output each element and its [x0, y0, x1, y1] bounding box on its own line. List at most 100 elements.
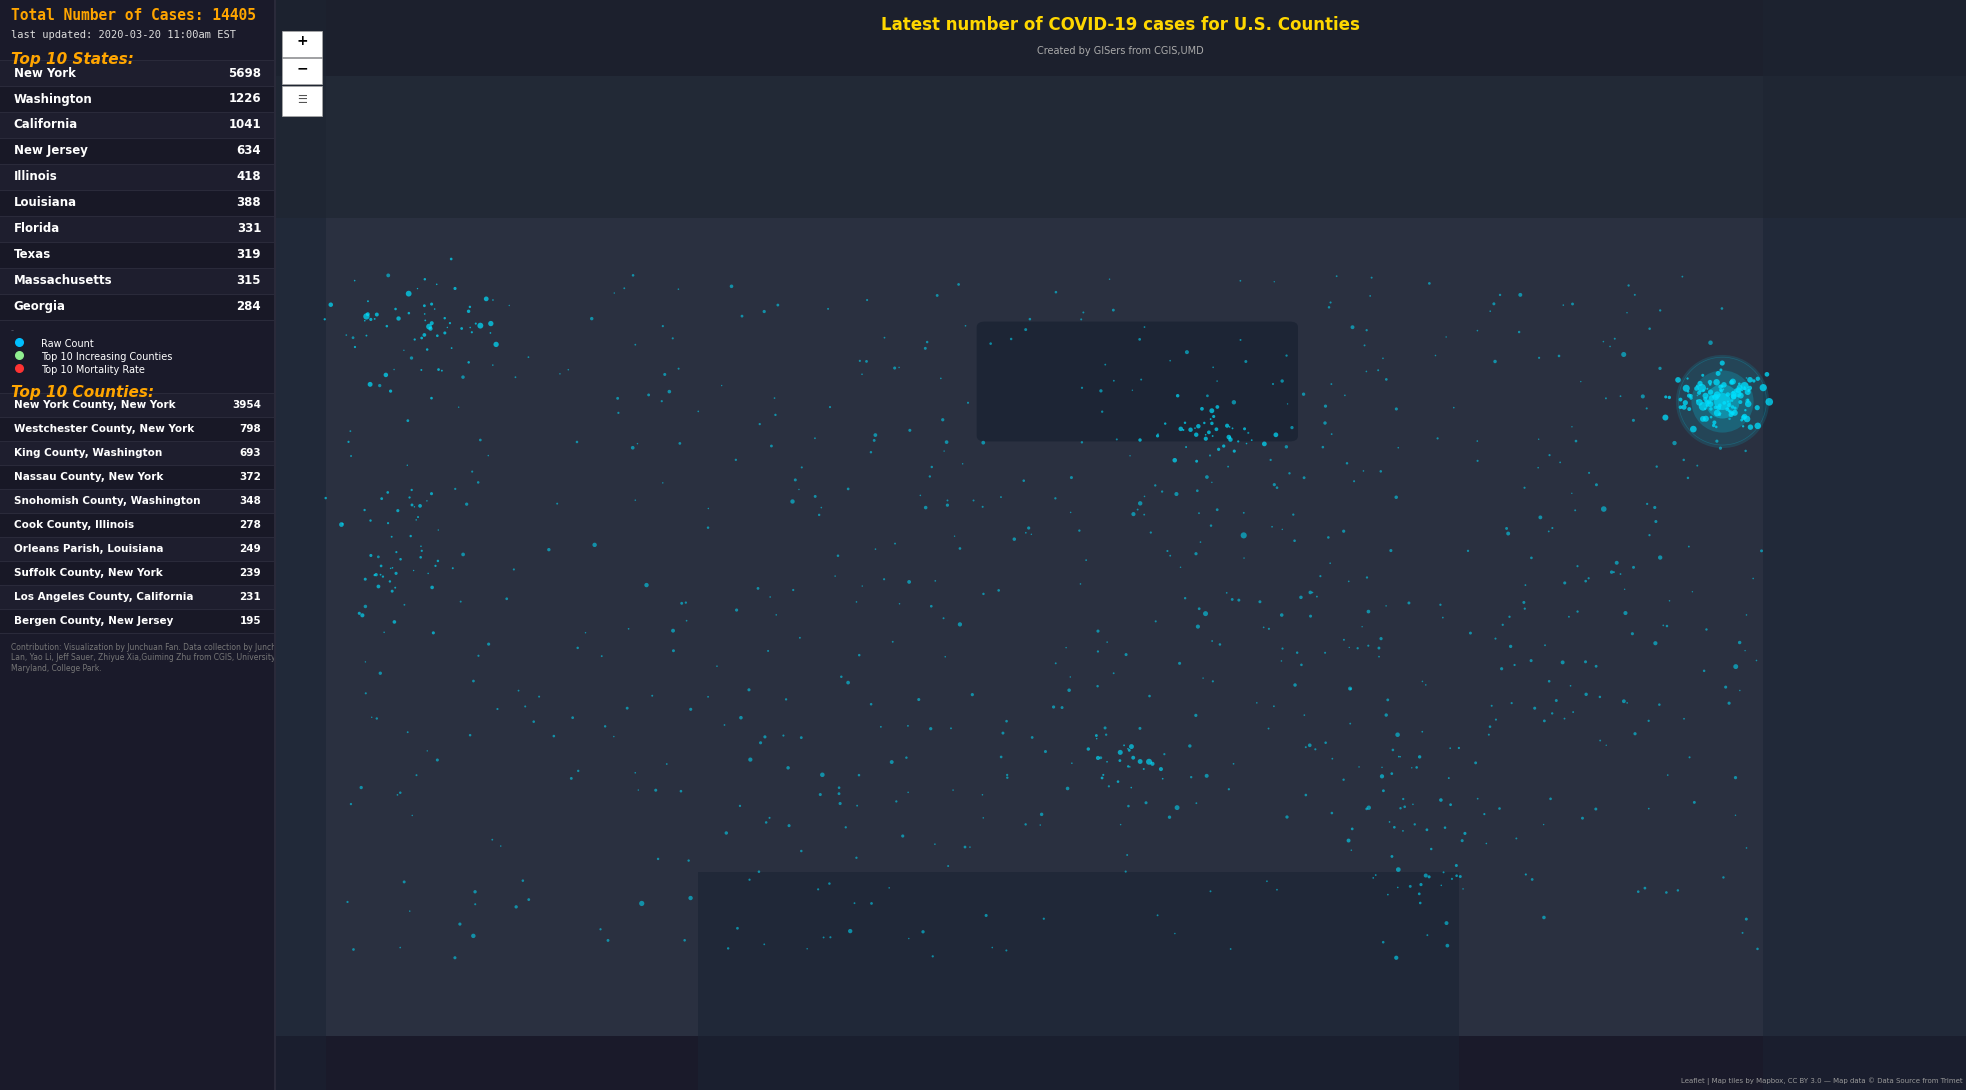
Text: 284: 284 [236, 301, 261, 314]
Point [1730, 443, 1762, 460]
Point [1701, 433, 1732, 450]
Point [1718, 386, 1750, 403]
Point [1689, 392, 1720, 410]
Point [1217, 591, 1248, 608]
Point [1628, 388, 1659, 405]
Point [759, 389, 790, 407]
Point [841, 849, 873, 867]
Point [841, 797, 873, 814]
Point [1494, 638, 1526, 655]
Point [533, 541, 564, 558]
Point [377, 559, 409, 577]
Point [653, 383, 684, 400]
Point [409, 305, 440, 323]
Point [1669, 399, 1701, 416]
Point [1081, 749, 1113, 766]
Point [1748, 379, 1779, 397]
Point [1683, 393, 1714, 411]
Point [820, 568, 851, 585]
Point [1549, 574, 1581, 592]
Point [749, 728, 781, 746]
Point [1081, 678, 1113, 695]
Point [1612, 304, 1644, 322]
Point [1244, 593, 1276, 610]
Point [834, 922, 865, 940]
Point [1103, 773, 1134, 790]
Point [619, 492, 651, 509]
Point [1524, 349, 1555, 366]
Point [1533, 673, 1565, 690]
Point [1651, 617, 1683, 634]
Point [971, 907, 1003, 924]
Point [1016, 525, 1048, 543]
Text: 348: 348 [240, 496, 261, 506]
Point [1193, 447, 1225, 464]
Point [346, 779, 377, 797]
Point [1040, 655, 1071, 673]
Point [1024, 816, 1056, 834]
Point [336, 447, 368, 464]
Point [1046, 699, 1077, 716]
Point [1703, 365, 1734, 383]
Point [1720, 382, 1752, 399]
Text: Top 10 Counties:: Top 10 Counties: [12, 385, 153, 400]
Point [1447, 881, 1478, 898]
Point [1182, 618, 1213, 635]
Point [1681, 387, 1712, 404]
Point [651, 755, 682, 773]
Point [383, 310, 415, 327]
Point [356, 311, 387, 328]
Point [663, 360, 694, 377]
Point [1716, 391, 1748, 409]
Point [1382, 861, 1414, 879]
Point [372, 317, 403, 335]
Point [1724, 681, 1756, 699]
Point [405, 361, 436, 378]
Point [1113, 740, 1144, 758]
Point [1211, 584, 1243, 602]
Point [1313, 299, 1345, 316]
Point [1380, 488, 1412, 506]
Point [1201, 421, 1233, 438]
Point [507, 872, 539, 889]
Point [450, 496, 482, 513]
Point [977, 938, 1009, 956]
Point [938, 782, 969, 799]
Point [1054, 668, 1085, 686]
Point [967, 809, 999, 826]
Point [1651, 766, 1683, 784]
Point [1730, 606, 1762, 623]
Point [552, 361, 584, 378]
Point [417, 314, 448, 331]
Point [1445, 868, 1476, 885]
Point [1394, 594, 1425, 611]
Point [665, 435, 696, 452]
Point [1335, 841, 1366, 859]
Point [1396, 759, 1427, 776]
Text: Snohomish County, Washington: Snohomish County, Washington [14, 496, 201, 506]
Point [464, 317, 495, 335]
Point [1115, 759, 1146, 776]
Point [1437, 399, 1469, 416]
Point [1193, 424, 1225, 441]
Point [366, 489, 397, 507]
Point [1429, 819, 1461, 836]
Point [1296, 607, 1327, 625]
Point [376, 383, 407, 400]
Point [916, 597, 948, 615]
Point [1706, 377, 1738, 395]
Point [1461, 754, 1492, 772]
FancyBboxPatch shape [0, 393, 275, 417]
Point [1724, 393, 1756, 411]
Point [1258, 375, 1290, 392]
Point [1718, 404, 1750, 422]
Point [665, 783, 696, 800]
Point [1463, 790, 1494, 808]
FancyBboxPatch shape [0, 164, 275, 190]
Point [1689, 390, 1720, 408]
Text: Contribution: Visualization by Junchuan Fan. Data collection by Junchuan Fan, Ha: Contribution: Visualization by Junchuan … [12, 643, 324, 673]
Point [1726, 411, 1758, 428]
Point [1722, 382, 1754, 399]
FancyBboxPatch shape [0, 190, 275, 216]
Point [692, 688, 723, 705]
